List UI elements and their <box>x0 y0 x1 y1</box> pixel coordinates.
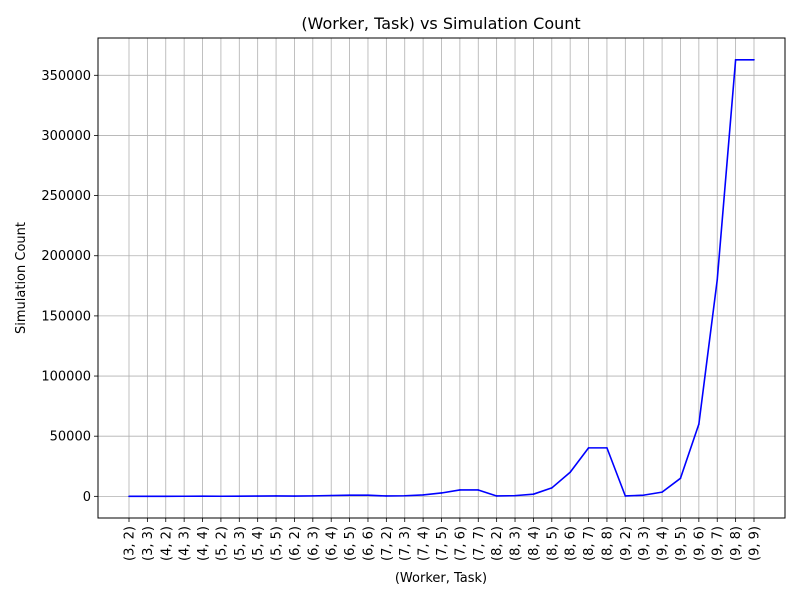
data-point <box>312 495 314 497</box>
data-point <box>514 494 516 497</box>
data-point <box>698 423 700 425</box>
x-tick-label: (9, 5) <box>674 526 689 561</box>
y-tick-label: 350000 <box>41 69 91 84</box>
y-axis-label: Simulation Count <box>14 222 29 334</box>
data-point <box>385 495 388 497</box>
data-point <box>220 495 222 498</box>
x-tick-label: (9, 2) <box>619 526 634 561</box>
x-axis-label: (Worker, Task) <box>395 571 487 586</box>
x-tick-label: (9, 7) <box>711 526 726 561</box>
data-point <box>550 487 553 489</box>
data-point <box>403 494 406 497</box>
x-tick-label: (8, 3) <box>509 526 524 561</box>
data-point <box>183 495 185 498</box>
y-tick-label: 50000 <box>50 430 91 445</box>
x-tick-label: (5, 5) <box>270 526 285 561</box>
x-tick-label: (4, 4) <box>196 526 211 561</box>
data-point <box>661 491 663 493</box>
data-point <box>348 494 351 496</box>
data-point <box>367 494 369 496</box>
data-point <box>624 495 627 497</box>
x-tick-label: (6, 5) <box>343 526 358 561</box>
data-point <box>164 495 167 498</box>
x-tick-label: (5, 3) <box>233 526 248 561</box>
x-tick-label: (5, 4) <box>251 526 266 561</box>
x-tick-label: (7, 3) <box>398 526 413 561</box>
x-tick-label: (9, 8) <box>729 526 744 561</box>
data-point <box>459 489 461 491</box>
data-point <box>238 495 241 497</box>
data-point <box>293 495 296 497</box>
data-point <box>275 495 277 497</box>
data-point <box>587 447 590 449</box>
x-tick-label: (7, 6) <box>453 526 468 561</box>
data-point <box>256 495 259 497</box>
x-tick-label: (3, 2) <box>123 526 138 561</box>
chart-title: (Worker, Task) vs Simulation Count <box>301 14 580 33</box>
data-point <box>495 495 498 497</box>
data-point <box>477 489 480 491</box>
data-point <box>753 58 755 61</box>
data-point <box>128 495 130 498</box>
data-point <box>734 58 737 61</box>
data-point <box>679 477 682 480</box>
x-tick-label: (8, 5) <box>545 526 560 561</box>
x-tick-label: (6, 3) <box>306 526 321 561</box>
x-tick-label: (9, 6) <box>692 526 707 561</box>
x-tick-label: (7, 7) <box>472 526 487 561</box>
x-tick-label: (8, 2) <box>490 526 505 561</box>
y-tick-label: 0 <box>83 490 91 505</box>
x-tick-label: (4, 2) <box>159 526 174 561</box>
x-tick-label: (4, 3) <box>178 526 193 561</box>
series-layer <box>128 58 755 498</box>
y-tick-label: 250000 <box>41 189 91 204</box>
y-tick-label: 100000 <box>41 370 91 385</box>
data-point <box>330 494 333 497</box>
x-tick-label: (5, 2) <box>214 526 229 561</box>
x-tick-label: (8, 8) <box>600 526 615 561</box>
x-tick-label: (7, 5) <box>435 526 450 561</box>
data-point <box>532 493 535 495</box>
data-point <box>146 495 149 498</box>
x-tick-label: (6, 6) <box>361 526 376 561</box>
x-tick-label: (9, 3) <box>637 526 652 561</box>
y-tick-label: 300000 <box>41 129 91 144</box>
data-point <box>440 492 443 494</box>
y-gridlines <box>98 74 785 497</box>
data-point <box>201 495 204 498</box>
y-tick-label: 150000 <box>41 309 91 324</box>
x-tick-label: (7, 4) <box>417 526 432 561</box>
x-tick-label: (9, 4) <box>656 526 671 561</box>
y-ticks: 0 50000 100000 150000 200000 250000 300000 3500… <box>41 69 98 505</box>
x-gridlines <box>128 38 755 518</box>
x-tick-label: (3, 3) <box>141 526 156 561</box>
x-tick-label: (6, 4) <box>325 526 340 561</box>
x-tick-label: (8, 7) <box>582 526 597 561</box>
data-point <box>716 279 719 281</box>
data-point <box>422 494 424 496</box>
x-ticks: (3, 2) (3, 3) (4, 2) (4, 3) (4, 4) (5, 2) (5, … <box>123 518 763 561</box>
x-tick-label: (8, 6) <box>564 526 579 561</box>
y-tick-label: 200000 <box>41 249 91 264</box>
x-tick-label: (7, 2) <box>380 526 395 561</box>
x-tick-label: (6, 2) <box>288 526 303 561</box>
x-tick-label: (9, 9) <box>748 526 763 561</box>
data-point <box>569 471 571 474</box>
data-point <box>606 447 608 449</box>
x-tick-label: (8, 4) <box>527 526 542 561</box>
data-point <box>642 494 645 496</box>
